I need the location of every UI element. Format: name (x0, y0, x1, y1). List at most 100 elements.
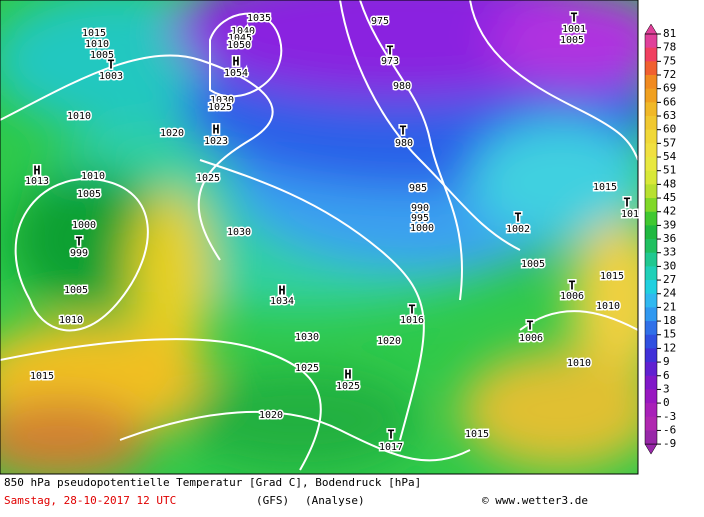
footer-credit: © www.wetter3.de (482, 494, 588, 507)
colorbar-segment (645, 211, 657, 226)
colorbar-segment (645, 293, 657, 308)
colorbar-label: 18 (663, 314, 676, 327)
isobar-label: 1030 (295, 332, 319, 343)
pressure-center: T (623, 196, 630, 210)
isobar-label: 1001 (562, 24, 586, 35)
map-field (0, 0, 638, 474)
isobar-label: 980 (393, 81, 411, 92)
colorbar-segment (645, 129, 657, 144)
colorbar-segment (645, 116, 657, 131)
colorbar-label: 39 (663, 218, 676, 231)
pressure-center: H (344, 368, 351, 382)
isobar-label: 1015 (30, 371, 54, 382)
pressure-center: T (514, 211, 521, 225)
colorbar-label: 9 (663, 355, 670, 368)
isobar-label: 1010 (596, 301, 620, 312)
colorbar-label: 30 (663, 259, 676, 272)
colorbar-label: 15 (663, 328, 676, 341)
isobar-label: 1005 (90, 50, 114, 61)
isobar-label: 999 (70, 248, 88, 259)
isobar-label: 1023 (204, 136, 228, 147)
footer-run: (Analyse) (305, 494, 365, 507)
pressure-center: H (278, 284, 285, 298)
colorbar-label: 78 (663, 41, 676, 54)
colorbar-label: 45 (663, 191, 676, 204)
pressure-center: T (408, 303, 415, 317)
colorbar-label: 48 (663, 177, 676, 190)
map-labels: 1035104010451050H105410301025975T973980T… (23, 9, 640, 455)
pressure-center: T (75, 235, 82, 249)
isobar-label: 1005 (521, 259, 545, 270)
colorbar-segment (645, 252, 657, 267)
isobar-label: 1020 (377, 336, 401, 347)
isobar-label: 1020 (160, 128, 184, 139)
isobar-label: 1013 (25, 176, 49, 187)
colorbar: 8178757269666360575451484542393633302724… (644, 23, 677, 455)
isobar-label: 1015 (593, 182, 617, 193)
isobar-label: 1005 (560, 35, 584, 46)
isobar-label: 1005 (64, 285, 88, 296)
isobar-label: 1006 (560, 291, 584, 302)
colorbar-label: 60 (663, 123, 676, 136)
colorbar-label: 75 (663, 54, 676, 67)
colorbar-label: -3 (663, 410, 676, 423)
pressure-center: H (33, 164, 40, 178)
colorbar-segment (645, 348, 657, 363)
colorbar-segment (645, 416, 657, 431)
colorbar-segment (645, 430, 657, 445)
isobar-label: 975 (371, 16, 389, 27)
colorbar-label: 6 (663, 369, 670, 382)
isobar-label: 1010 (67, 111, 91, 122)
colorbar-label: 12 (663, 341, 676, 354)
isobar-label: 1054 (224, 68, 248, 79)
colorbar-segment (645, 389, 657, 404)
pressure-center: H (232, 55, 239, 69)
colorbar-label: 21 (663, 300, 676, 313)
colorbar-label: -6 (663, 423, 676, 436)
colorbar-label: 42 (663, 205, 676, 218)
pressure-center: T (386, 44, 393, 58)
colorbar-label: 81 (663, 27, 676, 40)
isobar-label: 985 (409, 183, 427, 194)
isobar-label: 995 (411, 213, 429, 224)
colorbar-cap (644, 443, 658, 455)
footer-date: Samstag, 28-10-2017 12 UTC (4, 494, 176, 507)
isobar-label: 1010 (85, 39, 109, 50)
colorbar-label: 72 (663, 68, 676, 81)
colorbar-cap (644, 23, 658, 35)
isobar-label: 1010 (81, 171, 105, 182)
colorbar-label: 0 (663, 396, 670, 409)
isobar-label: 1010 (567, 358, 591, 369)
colorbar-segment (645, 34, 657, 49)
isobar-label: 101 (621, 209, 639, 220)
footer-title: 850 hPa pseudopotentielle Temperatur [Gr… (4, 476, 421, 489)
colorbar-label: 3 (663, 382, 670, 395)
colorbar-label: -9 (663, 437, 676, 450)
colorbar-label: 33 (663, 246, 676, 259)
isobar-label: 1040 (231, 26, 255, 37)
isobar-label: 1025 (196, 173, 220, 184)
pressure-center: T (526, 319, 533, 333)
pressure-center: T (387, 428, 394, 442)
colorbar-segment (645, 143, 657, 158)
isobar-label: 1005 (77, 189, 101, 200)
isobar-label: 1030 (210, 95, 234, 106)
colorbar-label: 51 (663, 164, 676, 177)
pressure-center: T (568, 279, 575, 293)
colorbar-segment (645, 307, 657, 322)
colorbar-segment (645, 88, 657, 103)
colorbar-label: 69 (663, 82, 676, 95)
isobar-label: 1006 (519, 333, 543, 344)
isobar-label: 1002 (506, 224, 530, 235)
colorbar-label: 54 (663, 150, 677, 163)
isobar-label: 1020 (259, 410, 283, 421)
colorbar-segment (645, 280, 657, 295)
colorbar-label: 27 (663, 273, 676, 286)
colorbar-segment (645, 170, 657, 185)
isobar-label: 1034 (270, 296, 294, 307)
colorbar-label: 63 (663, 109, 676, 122)
isobar-label: 1015 (600, 271, 624, 282)
colorbar-label: 36 (663, 232, 676, 245)
colorbar-segment (645, 334, 657, 349)
